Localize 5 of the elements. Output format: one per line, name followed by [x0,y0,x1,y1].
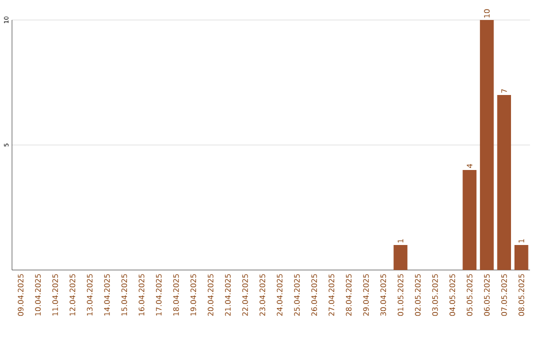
bar [514,245,528,270]
bar [394,245,408,270]
bar [497,95,512,270]
bar [462,170,476,270]
bar [480,20,494,270]
